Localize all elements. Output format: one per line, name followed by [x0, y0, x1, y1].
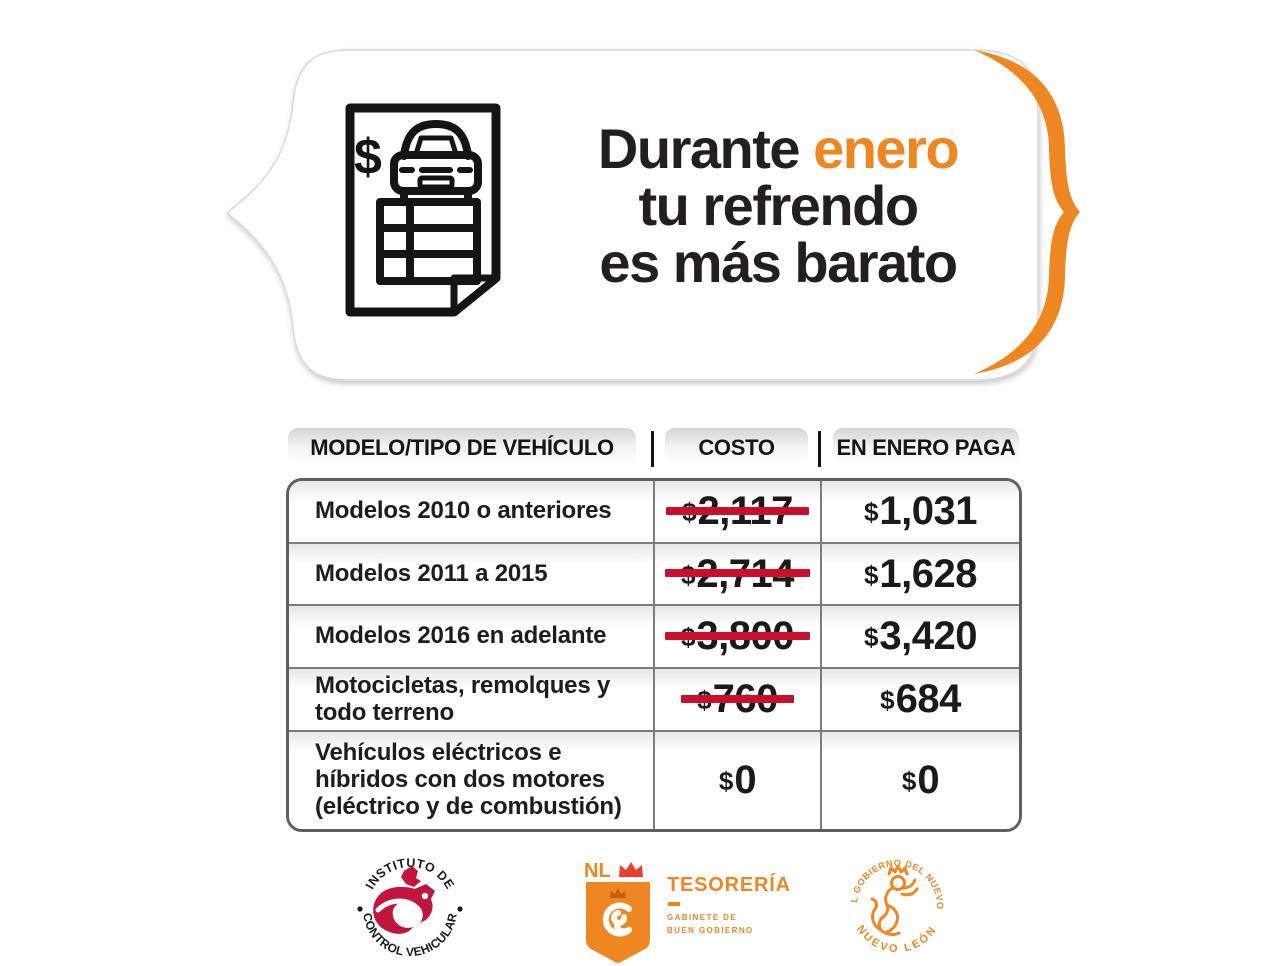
lion-rampant-icon [870, 864, 919, 936]
strikethrough-line [666, 506, 809, 515]
ring-dot-left [357, 906, 363, 912]
table-row: Modelos 2010 o anteriores $2,117 $1,031 [289, 481, 1019, 542]
january-cell: $0 [820, 732, 1019, 829]
tesoreria-logo: NL TESORERÍA GABINETE DE BUEN GOBIERNO [583, 860, 791, 966]
cost-cell: $2,714 [653, 544, 820, 604]
nuevo-leon-arc-bottom-text: NUEVO LEÓN [854, 923, 937, 955]
cost-cell: $3,800 [653, 606, 820, 667]
header-cost: COSTO [665, 428, 808, 468]
january-price: $684 [880, 677, 961, 721]
nl-shield-icon: NL [584, 860, 650, 963]
row-label: Motocicletas, remolques y todo terreno [315, 671, 611, 726]
table-row: Modelos 2011 a 2015 $2,714 $1,628 [289, 542, 1019, 604]
struck-price: $760 [681, 677, 794, 722]
promo-banner: $ Durante enero tu refrendo es más barat… [218, 36, 1093, 392]
january-cell: $1,031 [820, 481, 1019, 542]
struck-price: $3,800 [664, 614, 811, 659]
header-divider [651, 431, 654, 467]
january-price: $1,031 [863, 489, 978, 533]
strikethrough-line [681, 694, 794, 703]
nl-letters: NL [584, 860, 611, 882]
red-crown-icon [619, 862, 643, 877]
inner-crown-icon [610, 888, 626, 898]
january-price: $3,420 [863, 614, 978, 658]
january-cell: $684 [820, 669, 1019, 730]
orange-brace-icon [974, 50, 1080, 374]
row-label: Vehículos eléctricos e híbridos con dos … [315, 739, 622, 820]
tesoreria-wordmark: TESORERÍA [667, 874, 791, 896]
gobierno-nuevo-leon-logo: EL GOBIERNO DEL NUEVO NUEVO LEÓN [843, 854, 945, 955]
row-label: Modelos 2016 en adelante [315, 622, 607, 650]
dollar-sign-icon: $ [354, 129, 382, 185]
title-line-2: tu refrendo [638, 174, 919, 237]
title-highlight-enero: enero [813, 117, 960, 180]
table-row: Motocicletas, remolques y todo terreno $… [289, 667, 1019, 730]
title-line-3: es más barato [599, 231, 958, 294]
strikethrough-line [664, 631, 811, 640]
cost-price: $0 [718, 758, 757, 802]
banner-bubble-shape [225, 49, 1080, 381]
road-swirl-emblem-icon [373, 866, 435, 934]
january-cell: $1,628 [820, 544, 1019, 604]
strikethrough-line [664, 569, 811, 577]
refrendo-price-table: MODELO/TIPO DE VEHÍCULO COSTO EN ENERO P… [286, 428, 1022, 832]
svg-text:EL GOBIERNO DEL NUEVO: EL GOBIERNO DEL NUEVO [843, 854, 945, 910]
header-divider [818, 431, 821, 467]
struck-price: $2,117 [666, 489, 809, 534]
table-row: Modelos 2016 en adelante $3,800 $3,420 [289, 604, 1019, 667]
gabinete-line-1: GABINETE DE [667, 913, 738, 922]
tesoreria-text-block: TESORERÍA GABINETE DE BUEN GOBIERNO [667, 860, 791, 938]
struck-price: $2,714 [664, 552, 811, 597]
row-label: Modelos 2011 a 2015 [315, 559, 548, 587]
header-vehicle-type: MODELO/TIPO DE VEHÍCULO [288, 428, 636, 468]
row-label: Modelos 2010 o anteriores [315, 497, 612, 525]
banner-white-bubble [225, 49, 1039, 381]
table-row: Vehículos eléctricos e híbridos con dos … [289, 730, 1019, 829]
nuevo-leon-arc-top-text: EL GOBIERNO DEL NUEVO [843, 854, 944, 910]
cost-cell: $760 [653, 669, 820, 730]
dash-icon [668, 902, 680, 906]
gabinete-line-2: BUEN GOBIERNO [667, 925, 754, 935]
fee-table-icon [376, 198, 481, 285]
january-price: $0 [901, 758, 940, 802]
january-cell: $3,420 [820, 606, 1019, 667]
vehicle-fee-document-icon: $ [345, 103, 501, 317]
title-line-1: Durante enero [597, 117, 960, 180]
car-front-icon [390, 120, 482, 202]
table-header: MODELO/TIPO DE VEHÍCULO COSTO EN ENERO P… [286, 428, 1022, 470]
banner-title: Durante enero tu refrendo es más barato [548, 120, 1008, 291]
lion-head-glyph-icon [602, 902, 632, 937]
header-january-pays: EN ENERO PAGA [833, 428, 1019, 468]
cost-cell: $0 [653, 732, 820, 829]
table-body: Modelos 2010 o anteriores $2,117 $1,031 … [286, 478, 1022, 832]
cost-cell: $2,117 [653, 481, 820, 542]
instituto-control-vehicular-logo: INSTITUTO DE CONTROL VEHICULAR [357, 856, 463, 959]
svg-text:NUEVO LEÓN: NUEVO LEÓN [854, 923, 940, 955]
january-price: $1,628 [863, 551, 978, 596]
ring-dot-right [457, 906, 463, 912]
